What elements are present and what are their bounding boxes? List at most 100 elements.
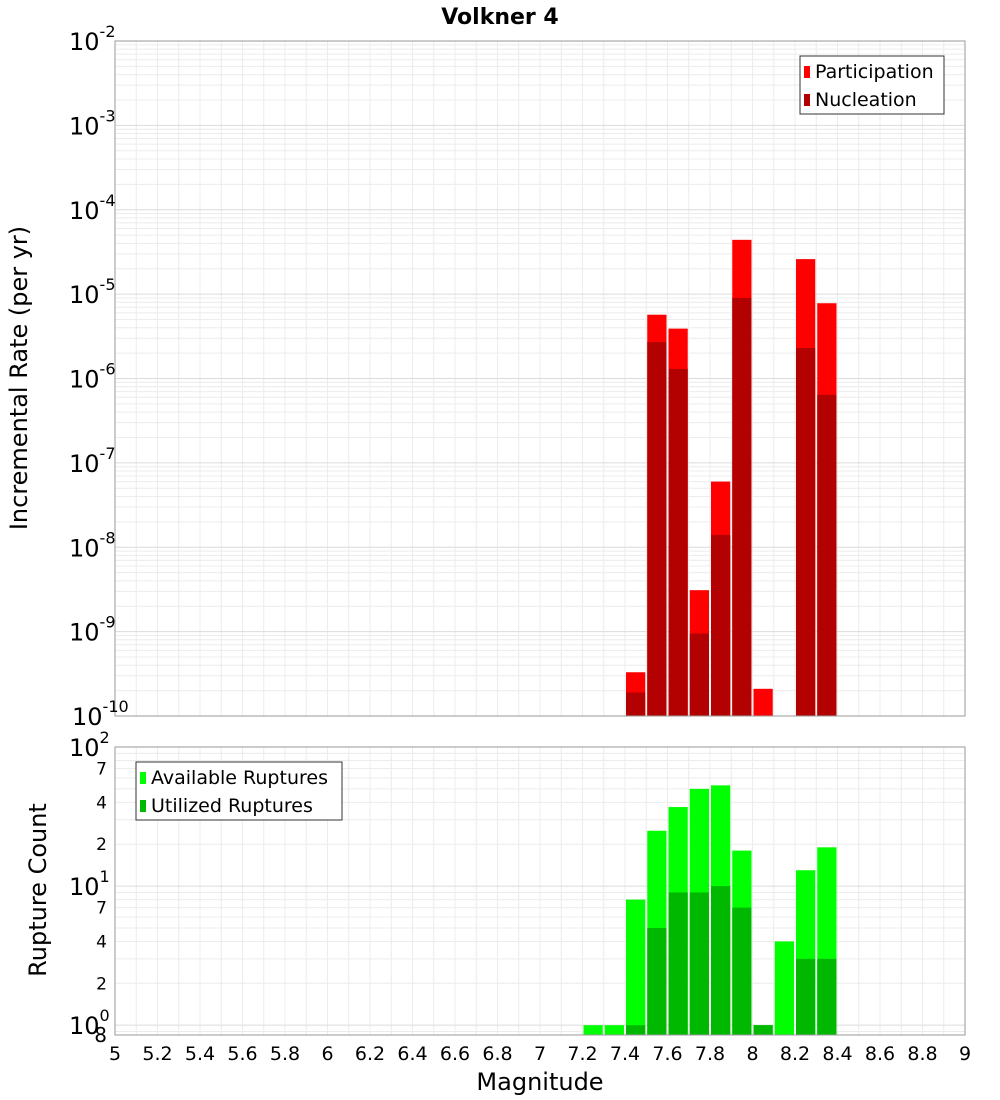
y-tick-base: 10 xyxy=(69,366,100,394)
y-tick-base: 10 xyxy=(69,281,100,309)
y-tick-label: 10-10 xyxy=(72,697,129,731)
bar xyxy=(817,958,837,1035)
legend-label: Nucleation xyxy=(815,89,917,111)
bar xyxy=(604,1025,624,1035)
y-minor-tick-label: 7 xyxy=(96,760,107,780)
bar xyxy=(753,1025,773,1035)
bar xyxy=(774,941,794,1035)
x-tick-label: 7.4 xyxy=(610,1043,640,1065)
y-tick-exponent: -10 xyxy=(103,697,129,716)
y-tick-base: 10 xyxy=(69,873,100,901)
bar xyxy=(647,342,667,716)
bar xyxy=(647,927,667,1035)
legend-label: Participation xyxy=(815,61,934,83)
bar xyxy=(668,368,688,716)
y-minor-tick-label: 2 xyxy=(96,835,107,855)
x-tick-label: 7.8 xyxy=(695,1043,725,1065)
y-minor-tick-label: 2 xyxy=(96,974,107,994)
y-tick-exponent: 0 xyxy=(100,1006,110,1025)
y-tick-label: 100 xyxy=(69,1006,110,1040)
series-utilized-ruptures xyxy=(626,886,837,1035)
y-tick-exponent: -2 xyxy=(100,22,116,41)
y-tick-exponent: -4 xyxy=(100,191,116,210)
grid xyxy=(114,40,966,717)
y-tick-base: 10 xyxy=(69,734,100,762)
y-tick-base: 10 xyxy=(69,1012,100,1040)
bar xyxy=(668,892,688,1035)
legend-label: Utilized Ruptures xyxy=(151,795,313,817)
bar xyxy=(753,688,773,716)
y-tick-base: 10 xyxy=(69,619,100,647)
x-tick-label: 7.6 xyxy=(652,1043,682,1065)
bottom-y-axis-label: Rupture Count xyxy=(24,803,52,977)
x-tick-label: 5.6 xyxy=(227,1043,257,1065)
rate-plot-panel: 10-1010-910-810-710-610-510-410-310-2Par… xyxy=(69,22,966,731)
y-minor-tick-label: 4 xyxy=(96,793,107,813)
y-tick-label: 10-2 xyxy=(69,22,116,56)
y-minor-tick-label: 4 xyxy=(96,932,107,952)
y-tick-base: 10 xyxy=(69,450,100,478)
x-tick-label: 8.2 xyxy=(780,1043,810,1065)
x-axis-label: Magnitude xyxy=(476,1068,603,1096)
y-tick-base: 10 xyxy=(69,197,100,225)
y-tick-label: 10-5 xyxy=(69,275,116,309)
x-tick-label: 9 xyxy=(959,1043,971,1065)
legend-swatch xyxy=(804,66,810,78)
top-y-axis-label: Incremental Rate (per yr) xyxy=(5,226,33,530)
y-tick-base: 10 xyxy=(69,28,100,56)
series-nucleation xyxy=(626,297,837,716)
y-minor-tick-label: 8 xyxy=(94,1023,107,1047)
y-tick-label: 10-7 xyxy=(69,444,116,478)
legend: Available Ruptures Utilized Ruptures xyxy=(135,761,343,821)
legend-box xyxy=(799,55,945,115)
y-tick-base: 10 xyxy=(69,534,100,562)
y-tick-exponent: -7 xyxy=(100,444,116,463)
bar xyxy=(732,907,752,1035)
x-tick-label: 8.8 xyxy=(907,1043,937,1065)
plot-frame xyxy=(114,746,966,1036)
y-tick-label: 101 xyxy=(69,867,110,901)
y-tick-exponent: -3 xyxy=(100,106,116,125)
y-tick-label: 10-4 xyxy=(69,191,116,225)
y-tick-label: 10-8 xyxy=(69,528,116,562)
legend-box xyxy=(135,761,343,821)
bar xyxy=(689,633,709,716)
legend-label: Available Ruptures xyxy=(151,767,328,789)
x-tick-label: 6.4 xyxy=(397,1043,427,1065)
x-tick-label: 8.4 xyxy=(822,1043,852,1065)
y-tick-exponent: -6 xyxy=(100,360,116,379)
x-tick-label: 6.2 xyxy=(355,1043,385,1065)
y-tick-exponent: -9 xyxy=(100,613,116,632)
x-tick-label: 7 xyxy=(534,1043,546,1065)
bar xyxy=(689,892,709,1035)
bar xyxy=(626,1025,646,1035)
y-tick-exponent: 2 xyxy=(100,728,110,747)
x-tick-label: 8 xyxy=(746,1043,758,1065)
y-minor-tick-label: 7 xyxy=(96,899,107,919)
legend-swatch xyxy=(140,800,146,812)
legend-swatch xyxy=(804,94,810,106)
legend: Participation Nucleation xyxy=(799,55,945,115)
bar xyxy=(796,958,816,1035)
y-tick-exponent: -8 xyxy=(100,528,116,547)
legend-swatch xyxy=(140,772,146,784)
y-tick-base: 10 xyxy=(69,112,100,140)
y-tick-exponent: 1 xyxy=(100,867,110,886)
bar xyxy=(711,886,731,1035)
plot-frame xyxy=(114,40,966,717)
bar xyxy=(711,534,731,716)
x-tick-label: 5 xyxy=(109,1043,121,1065)
bar xyxy=(626,692,646,716)
x-tick-label: 5.8 xyxy=(270,1043,300,1065)
bar xyxy=(583,1025,603,1035)
bar xyxy=(796,347,816,716)
y-tick-label: 10-6 xyxy=(69,360,116,394)
x-tick-label: 6.8 xyxy=(482,1043,512,1065)
x-tick-label: 7.2 xyxy=(567,1043,597,1065)
x-tick-label: 8.6 xyxy=(865,1043,895,1065)
y-tick-base: 10 xyxy=(72,703,103,731)
bar xyxy=(817,394,837,716)
y-tick-exponent: -5 xyxy=(100,275,116,294)
